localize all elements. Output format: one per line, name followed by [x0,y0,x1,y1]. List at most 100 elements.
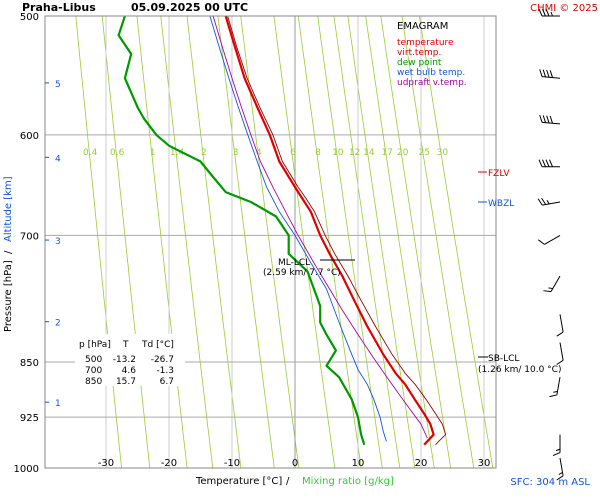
mixing-ratio-line [401,16,475,468]
temperature-tick-label: 20 [415,458,428,469]
series-line-udpraft-v-temp [212,16,428,439]
wbzl-label: WBZL [488,199,514,209]
table-cell: -26.7 [151,355,174,365]
mixing-ratio-line [419,16,494,468]
mixing-ratio-line [160,16,214,468]
table-cell: 4.6 [122,366,137,376]
temperature-tick-label: -10 [224,458,240,469]
mixing-ratio-line [217,16,275,468]
ml-lcl-label: ML-LCL [278,258,310,268]
legend-item-dew-point: dew point [397,58,442,68]
mixing-ratio-label: 6 [290,148,296,158]
temperature-tick-label: 10 [352,458,365,469]
surface-elevation: SFC: 304 m ASL [510,477,590,488]
wind-barb-flag [556,331,564,337]
wind-barb-flag [549,159,553,167]
series-line-wet-bulb-temp [209,16,387,442]
mixing-ratio-label: 30 [437,148,449,158]
wind-barb-flag [542,69,547,78]
mixing-ratio-line [75,16,122,468]
wind-barb-flag [539,69,543,77]
wind-barb-flag [543,290,552,293]
x-axis-label-mixing: Mixing ratio [g/kg] [302,476,394,487]
table-cell: 700 [85,366,102,376]
altitude-tick-label: 1 [55,399,61,409]
plot-frame [44,15,497,469]
table-cell: 850 [85,377,102,387]
mixing-ratio-label: 10 [332,148,344,158]
mixing-ratio-labels: 0.4 0.6 1 1.4 2 3 4 6 8 10 12 14 17 20 25 30 [83,148,448,158]
wind-barb-flag [541,197,547,205]
wind-barb-flag [538,159,543,167]
wind-barb-flag [537,198,543,206]
temperature-tick-labels: -30 -20 -10 0 10 20 30 [98,458,491,469]
series-line-temperature [224,16,435,446]
pressure-tick-label: 600 [20,131,39,142]
mixing-ratio-label: 14 [363,148,375,158]
wind-barb-flag [539,114,543,123]
y-axis-label-separator: / [3,250,14,254]
wind-barb-staff [542,76,561,79]
wind-barb-flag [549,115,554,124]
wind-barb-half-flag [546,199,550,205]
wind-barb [552,434,561,457]
wind-barbs [537,8,564,481]
sounding-table: p [hPa] T Td [°C] 500 -13.2 -26.7 700 4.… [75,334,185,387]
altitude-tick-label: 4 [55,154,61,164]
pressure-tick-label: 925 [20,413,39,424]
mixing-ratio-label: 8 [315,148,321,158]
isotherm-lines [105,16,485,468]
wind-barb-staff [542,121,561,125]
x-axis-label-separator: / [286,476,290,487]
y-axis-label-altitude: Altitude [km] [3,176,14,242]
mixing-ratio-line [240,16,300,468]
sb-lcl-detail: (1.26 km/ 10.0 °C) [478,365,561,375]
profile-series [117,16,447,446]
wind-barb-flag [552,452,561,457]
temperature-tick-label: -20 [161,458,177,469]
series-line-dew-point [117,16,366,446]
temperature-tick-label: -30 [98,458,114,469]
copyright: CHMI © 2025 [530,3,598,14]
mixing-ratio-label: 2 [201,148,207,158]
wind-barb [556,342,564,365]
mixing-ratio-line [317,16,383,468]
pressure-tick-label: 700 [20,231,39,242]
wind-barb [538,8,560,17]
ml-lcl-detail: (2.59 km/ 7.7 °C) [263,268,341,278]
wind-barb-staff [559,314,564,333]
wind-barb-flag [542,8,546,17]
mixing-ratio-label: 1 [150,148,156,158]
wind-barb-half-flag [553,390,558,393]
y-axis-label: Pressure [hPa] / Altitude [km] [3,176,14,332]
wind-barb-flag [549,394,557,398]
wind-barb-flag [538,239,545,245]
table-header-p: p [hPa] [79,340,111,350]
mixing-ratio-label: 20 [397,148,409,158]
wind-barb [537,197,561,206]
wind-barb-half-flag [558,471,563,475]
mixing-ratio-line [186,16,242,468]
table-cell: 500 [85,355,102,365]
wind-barb-flag [538,8,543,17]
y-axis-label-pressure: Pressure [hPa] [3,260,14,332]
mixing-ratio-label: 0.6 [110,148,125,158]
wind-barb-half-flag [550,11,553,17]
wind-barb-flag [546,115,550,124]
table-header-t: T [122,340,129,350]
table-cell: 15.7 [116,377,136,387]
altitude-tick-label: 5 [55,80,61,90]
wind-barb-half-flag [548,287,553,290]
wind-barb [549,377,561,398]
mixing-ratio-line [101,16,151,468]
table-cell: 6.7 [160,377,174,387]
pressure-tick-labels: 500 600 700 850 925 1000 [14,12,39,475]
mixing-ratio-line [365,16,435,468]
wind-barb [539,69,561,79]
wind-barb-staff [550,275,561,292]
temperature-tick-label: 30 [478,458,491,469]
mixing-ratio-line [136,16,188,468]
temperature-tick-label: 0 [292,458,298,469]
mixing-ratio-line [347,16,416,468]
